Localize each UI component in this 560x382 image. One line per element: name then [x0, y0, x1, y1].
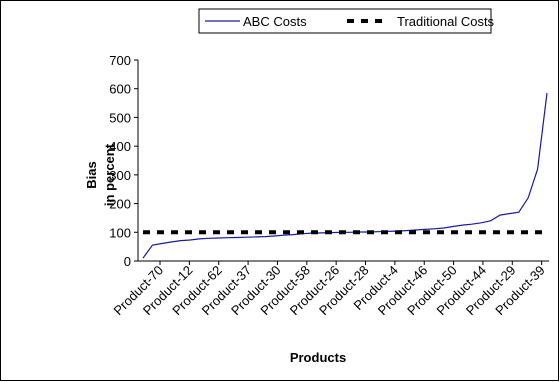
series-lines	[142, 92, 548, 259]
x-axis-title: Products	[290, 350, 346, 365]
y-axis-title-line2: in percent	[102, 143, 117, 206]
y-tick-label: 400	[109, 139, 131, 154]
axes	[137, 60, 549, 262]
legend-box	[198, 8, 492, 34]
y-tick-label: 200	[109, 197, 131, 212]
legend-label-traditional: Traditional Costs	[397, 14, 495, 29]
y-tick-label: 100	[109, 225, 131, 240]
y-axis-title-line1: Bias	[84, 161, 99, 188]
y-tick-label: 300	[109, 168, 131, 183]
y-tick-label: 500	[109, 110, 131, 125]
y-tick-label: 0	[124, 254, 131, 269]
y-tick-label: 600	[109, 82, 131, 97]
y-tick-label: 700	[109, 53, 131, 68]
legend-label-abc: ABC Costs	[243, 14, 307, 29]
legend: ABC Costs Traditional Costs	[198, 8, 495, 34]
y-ticks: 0 100 200 300 400 500 600 700	[109, 53, 138, 269]
x-ticks: Product-70Product-12Product-62Product-37…	[111, 261, 548, 318]
